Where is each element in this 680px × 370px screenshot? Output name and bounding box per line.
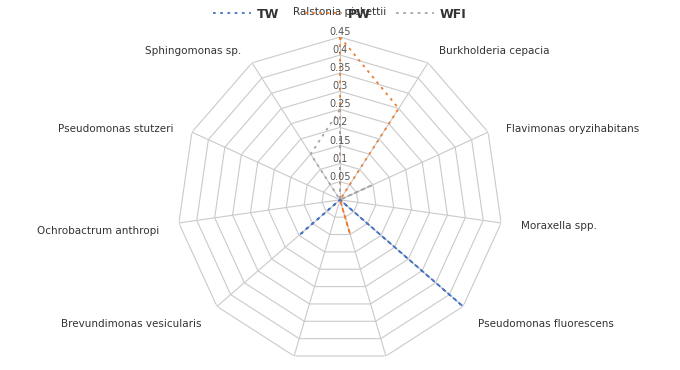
- Text: 0.3: 0.3: [333, 81, 347, 91]
- Text: 0.35: 0.35: [329, 63, 351, 73]
- Text: Flavimonas oryzihabitans: Flavimonas oryzihabitans: [506, 124, 639, 134]
- Text: Pseudomonas stutzeri: Pseudomonas stutzeri: [58, 124, 174, 134]
- Legend: TW, PW, WFI: TW, PW, WFI: [208, 3, 472, 26]
- Text: 0.45: 0.45: [329, 27, 351, 37]
- Text: Moraxella spp.: Moraxella spp.: [521, 221, 597, 231]
- Text: 0.05: 0.05: [329, 172, 351, 182]
- Text: Sphingomonas sp.: Sphingomonas sp.: [145, 46, 241, 56]
- Text: Ochrobactrum anthropi: Ochrobactrum anthropi: [37, 226, 159, 236]
- Text: Ralstonia pickettii: Ralstonia pickettii: [293, 7, 387, 17]
- Text: 0.2: 0.2: [333, 117, 347, 127]
- Text: 0.25: 0.25: [329, 100, 351, 110]
- Text: Pseudomonas fluorescens: Pseudomonas fluorescens: [478, 319, 614, 329]
- Text: Burkholderia cepacia: Burkholderia cepacia: [439, 46, 549, 56]
- Text: 0.4: 0.4: [333, 45, 347, 55]
- Text: 0.1: 0.1: [333, 154, 347, 164]
- Text: 0.15: 0.15: [329, 135, 351, 145]
- Text: Brevundimonas vesicularis: Brevundimonas vesicularis: [61, 319, 202, 329]
